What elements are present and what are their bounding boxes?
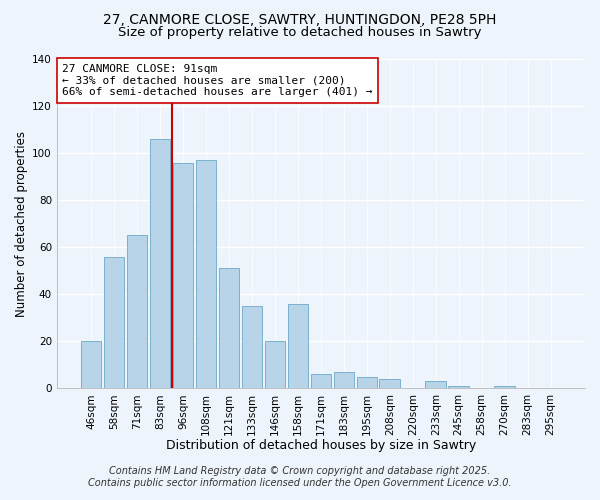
Bar [425,382,446,388]
Bar [379,379,400,388]
X-axis label: Distribution of detached houses by size in Sawtry: Distribution of detached houses by size … [166,440,476,452]
Bar [287,304,308,388]
Bar [311,374,331,388]
Bar [104,256,124,388]
Text: 27 CANMORE CLOSE: 91sqm
← 33% of detached houses are smaller (200)
66% of semi-d: 27 CANMORE CLOSE: 91sqm ← 33% of detache… [62,64,373,97]
Bar [81,342,101,388]
Bar [265,342,285,388]
Bar [150,139,170,388]
Bar [173,162,193,388]
Bar [448,386,469,388]
Bar [494,386,515,388]
Y-axis label: Number of detached properties: Number of detached properties [15,130,28,316]
Text: Contains HM Land Registry data © Crown copyright and database right 2025.
Contai: Contains HM Land Registry data © Crown c… [88,466,512,487]
Bar [242,306,262,388]
Text: 27, CANMORE CLOSE, SAWTRY, HUNTINGDON, PE28 5PH: 27, CANMORE CLOSE, SAWTRY, HUNTINGDON, P… [103,12,497,26]
Bar [356,376,377,388]
Text: Size of property relative to detached houses in Sawtry: Size of property relative to detached ho… [118,26,482,39]
Bar [218,268,239,388]
Bar [127,236,148,388]
Bar [196,160,217,388]
Bar [334,372,354,388]
